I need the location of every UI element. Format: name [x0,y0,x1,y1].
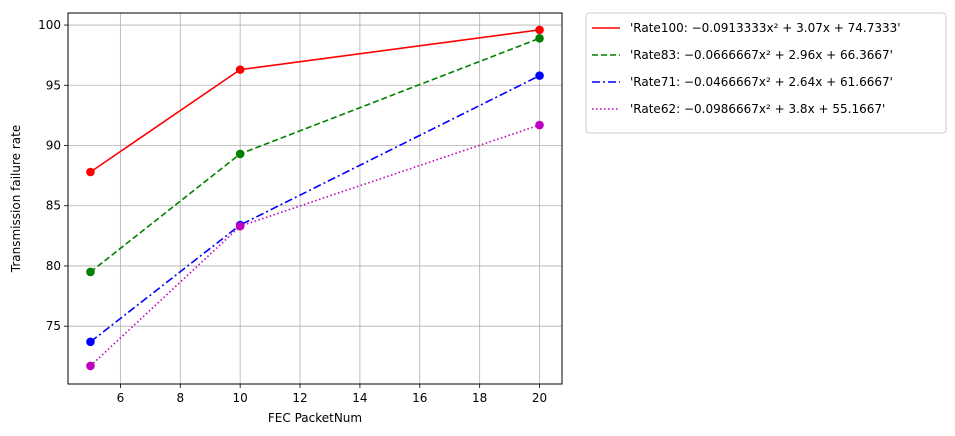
legend: 'Rate100: −0.0913333x² + 3.07x + 74.7333… [585,12,947,134]
legend-label: 'Rate100: −0.0913333x² + 3.07x + 74.7333… [630,21,901,35]
x-tick-label: 16 [412,391,427,405]
series-line [90,29,540,173]
series-0 [86,25,544,177]
data-point [86,361,95,371]
series-line [89,74,540,343]
data-point [535,71,544,80]
data-point [535,33,544,43]
x-tick-label: 12 [292,391,307,405]
y-tick-label: 75 [46,319,61,333]
series-layer [86,25,544,371]
series-line [89,37,540,273]
x-axis-label: FEC PacketNum [268,411,362,425]
y-tick-label: 85 [46,199,61,213]
legend-label: 'Rate83: −0.0666667x² + 2.96x + 66.3667' [630,48,893,62]
data-point [86,337,95,347]
plot-frame [67,12,563,385]
data-point [535,120,544,130]
x-tick-label: 14 [352,391,367,405]
series-1 [86,33,544,277]
legend-label: 'Rate62: −0.0986667x² + 3.8x + 55.1667' [630,102,885,116]
data-point [535,25,544,35]
x-tick-label: 8 [176,391,184,405]
legend-box [585,12,947,134]
y-tick-label: 80 [46,259,61,273]
series-3 [86,120,544,371]
x-tick-label: 10 [233,391,248,405]
series-line [89,124,540,367]
data-point [86,267,95,277]
y-tick-label: 90 [46,139,61,153]
y-tick-label: 95 [46,78,61,92]
data-point [235,221,245,231]
y-tick-label: 100 [38,18,61,32]
y-axis: 75 80 85 90 95 100 [38,18,68,333]
legend-label: 'Rate71: −0.0466667x² + 2.64x + 61.6667' [630,75,893,89]
data-point [235,65,245,74]
x-tick-label: 6 [117,391,125,405]
data-point [86,167,95,177]
x-tick-label: 18 [472,391,487,405]
x-tick-label: 20 [532,391,547,405]
y-axis-label: Transmission failure rate [9,125,23,273]
data-point [235,149,245,159]
grid [68,13,562,384]
x-axis: 6 8 10 12 14 16 18 20 [117,384,547,405]
